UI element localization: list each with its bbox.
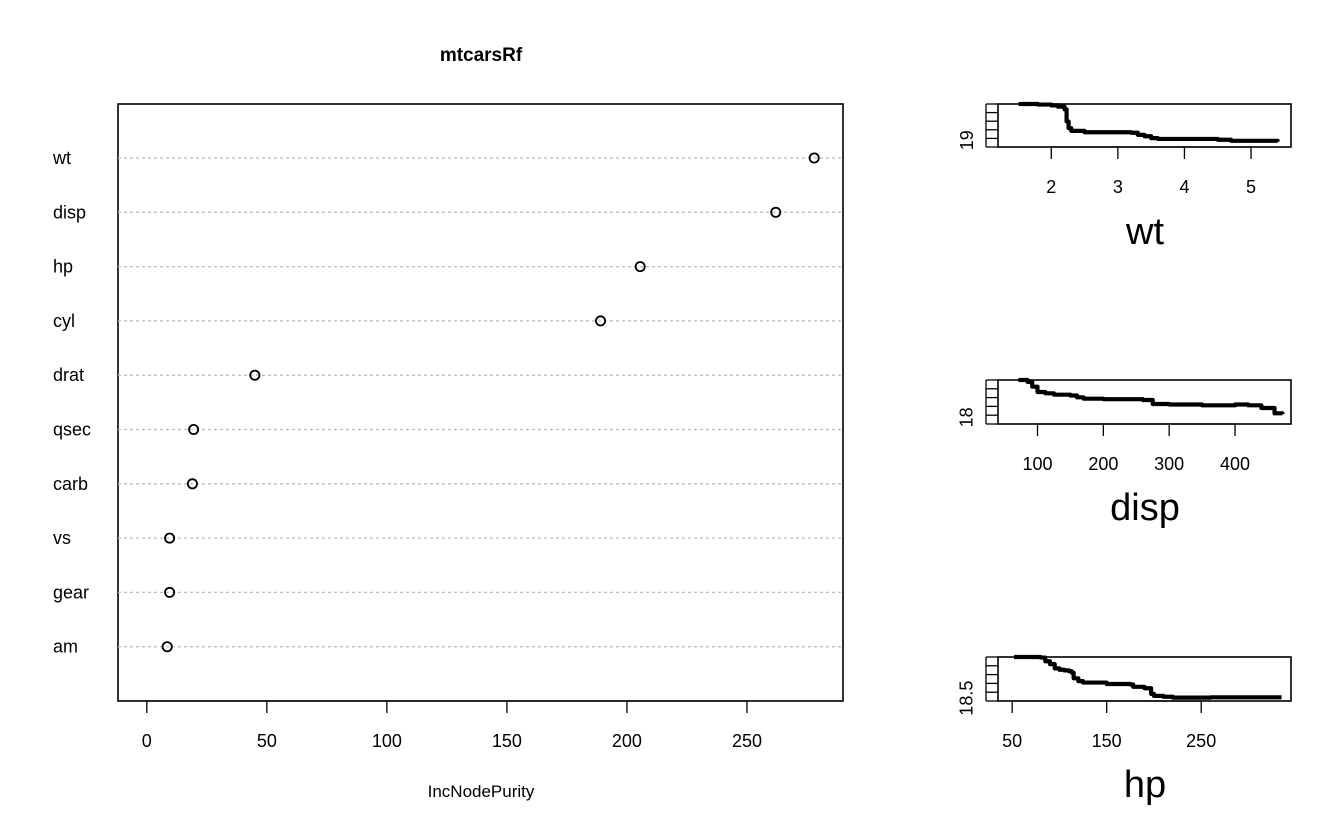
x-tick-label: 400 bbox=[1220, 454, 1250, 474]
x-tick-label: 5 bbox=[1246, 177, 1256, 197]
y-tick-label-drat: drat bbox=[53, 365, 84, 385]
pd-curve-hp bbox=[1014, 654, 1282, 700]
x-tick-label: 300 bbox=[1154, 454, 1184, 474]
plot-frame bbox=[117, 103, 844, 702]
x-tick-label: 150 bbox=[492, 731, 522, 751]
y-tick-label: 18 bbox=[957, 407, 977, 427]
x-tick-label: 100 bbox=[1022, 454, 1052, 474]
x-tick-label: 150 bbox=[1092, 731, 1122, 751]
point-hp bbox=[634, 261, 646, 273]
x-tick-label: 250 bbox=[1186, 731, 1216, 751]
pd-curve-wt bbox=[1018, 101, 1280, 143]
x-tick-label: 100 bbox=[372, 731, 402, 751]
y-tick-label-qsec: qsec bbox=[53, 420, 91, 440]
importance-dotchart: mtcarsRf wt disp hp cyl drat qsec carb vs gear am… bbox=[52, 45, 844, 801]
x-axis-label: disp bbox=[1110, 487, 1180, 529]
x-axis-label: hp bbox=[1124, 764, 1166, 806]
y-tick-label-gear: gear bbox=[53, 582, 89, 602]
point-vs bbox=[164, 532, 176, 544]
y-tick-label: 19 bbox=[957, 130, 977, 150]
y-tick-label-hp: hp bbox=[53, 257, 73, 277]
point-wt bbox=[808, 152, 820, 164]
x-tick-label: 0 bbox=[142, 731, 152, 751]
x-tick-label: 50 bbox=[257, 731, 277, 751]
x-tick-label: 200 bbox=[612, 731, 642, 751]
point-drat bbox=[249, 369, 261, 381]
pd-curve-disp bbox=[1018, 377, 1285, 416]
chart-title: mtcarsRf bbox=[440, 45, 523, 66]
y-tick-label-vs: vs bbox=[53, 528, 71, 548]
x-tick-label: 50 bbox=[1002, 731, 1022, 751]
x-axis-label: IncNodePurity bbox=[428, 782, 535, 801]
y-tick-label: 18.5 bbox=[957, 681, 977, 716]
x-tick-label: 200 bbox=[1088, 454, 1118, 474]
partial-plot-wt: 2 3 4 5 19 wt bbox=[957, 101, 1292, 253]
x-tick-label: 2 bbox=[1046, 177, 1056, 197]
point-gear bbox=[164, 586, 176, 598]
partial-plot-hp: 50 150 250 18.5 hp bbox=[957, 654, 1292, 806]
y-tick-label-cyl: cyl bbox=[53, 311, 75, 331]
plot-frame bbox=[997, 656, 1292, 702]
x-axis-label: wt bbox=[1125, 211, 1164, 253]
point-qsec bbox=[188, 423, 200, 435]
y-tick-label-carb: carb bbox=[53, 474, 88, 494]
x-tick-label: 250 bbox=[732, 731, 762, 751]
point-am bbox=[161, 641, 173, 653]
partial-plot-disp: 100 200 300 400 18 disp bbox=[957, 377, 1292, 529]
point-carb bbox=[186, 478, 198, 490]
x-tick-label: 3 bbox=[1113, 177, 1123, 197]
point-disp bbox=[770, 206, 782, 218]
x-tick-label: 4 bbox=[1179, 177, 1189, 197]
y-tick-label-am: am bbox=[53, 637, 78, 657]
y-tick-label-disp: disp bbox=[53, 202, 86, 222]
point-cyl bbox=[595, 315, 607, 327]
y-tick-label-wt: wt bbox=[52, 148, 71, 168]
